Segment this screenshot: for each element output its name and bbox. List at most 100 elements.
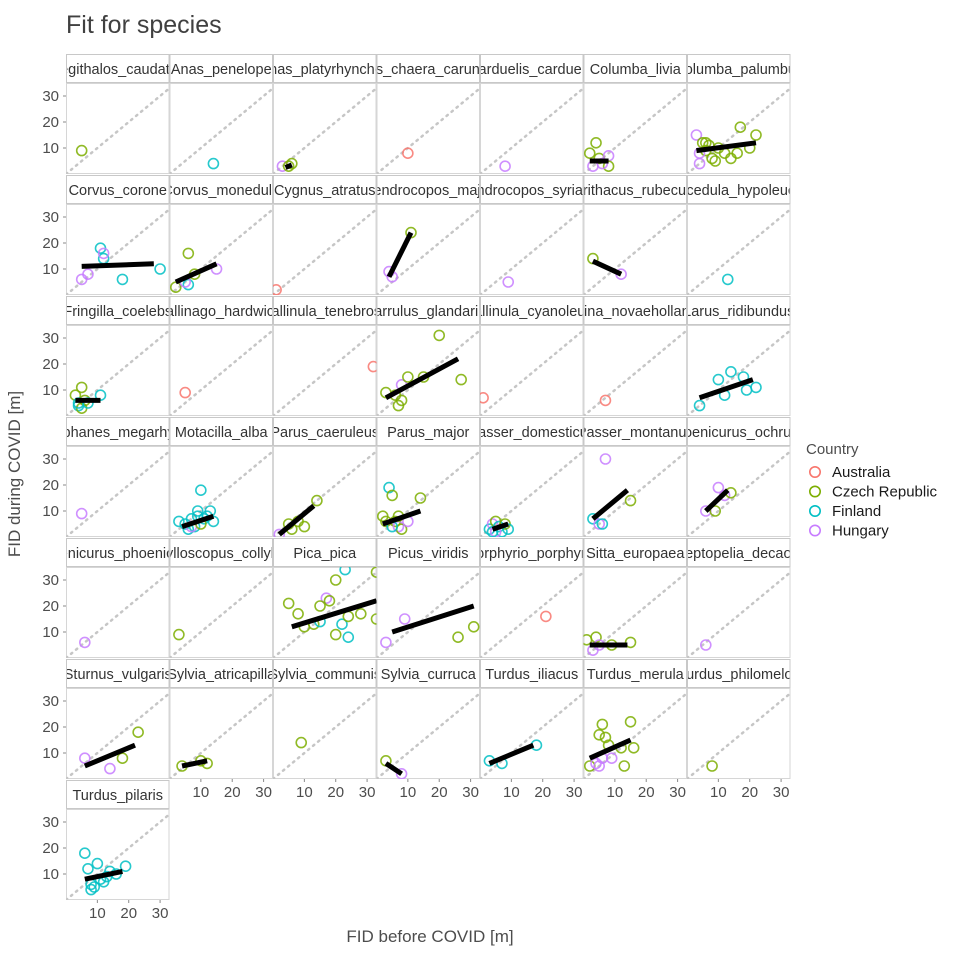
data-point — [97, 247, 110, 260]
facet-panel: Garrulus_glandarius — [376, 296, 480, 416]
facet-strip — [66, 54, 170, 83]
facet-panel: Parus_major — [376, 417, 480, 537]
panel-background — [169, 567, 273, 658]
facet-strip-label: Phylloscopus_collybita — [148, 546, 295, 562]
data-point — [467, 620, 480, 633]
data-point — [605, 752, 618, 765]
reference-line — [480, 449, 584, 537]
reference-line — [273, 328, 377, 416]
facet-panel: Corvus_monedula — [169, 175, 273, 295]
facet-strip — [687, 54, 791, 83]
facet-panel: Aegithalos_caudatus — [66, 54, 170, 174]
y-tick-label: 30 — [42, 88, 59, 105]
x-tick-label: 20 — [741, 784, 758, 801]
reference-line — [273, 691, 377, 779]
facet-panel: Anas_chaera_caruncula — [376, 54, 480, 174]
fit-line — [386, 231, 414, 278]
data-point — [583, 147, 596, 159]
facet-strip-label: Gallinula_tenebrosa — [260, 304, 390, 320]
fit-line — [488, 742, 535, 766]
data-point — [342, 631, 355, 644]
facet-panel: Passer_montanus — [583, 417, 687, 537]
facet-panel: Porphyrio_porphyrio — [480, 538, 584, 658]
facet-panel: Streptopelia_decaocto — [687, 538, 791, 658]
reference-line — [376, 86, 480, 174]
y-tick-label: 20 — [42, 719, 59, 736]
data-point — [179, 386, 191, 399]
facet-strip — [66, 417, 170, 446]
data-point — [596, 718, 609, 731]
reference-line — [66, 812, 170, 900]
data-point — [750, 129, 762, 141]
data-point — [295, 736, 308, 749]
data-point — [82, 862, 94, 875]
facet-strip — [687, 175, 791, 204]
data-point — [273, 284, 282, 295]
reference-line — [480, 691, 584, 779]
facet-panels: Aegithalos_caudatusAnas_penelopeAnas_pla… — [66, 54, 800, 900]
facet-strip-label: Turdus_merula — [587, 667, 685, 683]
facet-panel: Dendrocopos_major — [363, 175, 494, 295]
data-point — [624, 636, 637, 649]
data-point — [433, 329, 446, 342]
facet-panel: Lophophanes_megarhynchos — [66, 417, 170, 537]
reference-line — [687, 328, 791, 416]
data-point — [119, 860, 132, 873]
data-point — [323, 594, 336, 607]
data-point — [706, 152, 718, 165]
facet-panel: Turdus_pilaris — [66, 780, 170, 900]
data-point — [169, 281, 182, 294]
y-tick-label: 20 — [42, 114, 59, 131]
facet-strip — [273, 659, 377, 688]
x-tick-label: 20 — [431, 784, 448, 801]
data-point — [402, 147, 414, 159]
fit-line — [381, 508, 422, 527]
facet-strip-label: Sitta_europaea — [586, 546, 685, 562]
data-point — [709, 155, 722, 167]
facet-strip — [687, 296, 791, 325]
facet-panel: Sylvia_curruca — [376, 659, 480, 779]
data-point — [273, 528, 286, 537]
facet-strip — [66, 175, 170, 204]
fit-line — [291, 598, 377, 630]
data-point — [452, 631, 464, 644]
facet-panel: Parus_caeruleus — [273, 417, 377, 537]
x-tick-label: 30 — [462, 784, 479, 801]
x-tick-label: 10 — [710, 784, 727, 801]
data-point — [386, 489, 398, 502]
legend-label: Hungary — [832, 523, 889, 540]
data-point — [286, 157, 298, 170]
x-tick-label: 30 — [773, 784, 790, 801]
facet-panel: Sylvia_atricapilla — [169, 659, 273, 779]
data-point — [370, 567, 377, 578]
facet-panel: Sylvia_communis — [268, 659, 381, 779]
reference-line — [66, 691, 170, 779]
facet-strip — [376, 659, 480, 688]
facet-strip-label: Dendrocopos_major — [363, 183, 494, 199]
facet-strip-label: Turdus_philomelos — [678, 667, 800, 683]
facet-strip — [376, 54, 480, 83]
panel-background — [687, 567, 791, 658]
reference-line — [480, 328, 584, 416]
facet-panel: Columba_livia — [583, 54, 687, 174]
facet-panel: Sturnus_vulgaris — [66, 659, 170, 779]
facet-panel: Gallinula_tenebrosa — [260, 296, 390, 416]
reference-line — [273, 86, 377, 174]
data-point — [75, 144, 88, 157]
fit-line — [83, 742, 136, 769]
x-tick-label: 10 — [193, 784, 210, 801]
data-point — [298, 520, 311, 533]
reference-line — [687, 570, 791, 658]
y-tick-label: 10 — [42, 261, 59, 278]
x-tick-label: 30 — [566, 784, 583, 801]
data-point — [380, 636, 392, 649]
fit-line — [181, 513, 215, 529]
facet-panel: Corvus_corone — [66, 175, 170, 295]
data-point — [329, 628, 342, 641]
facet-strip — [480, 54, 584, 83]
facet-strip-label: Sylvia_communis — [268, 667, 381, 683]
axes: 10 20 30 10 20 30 10 20 30 10 20 30 10 20 30 10 20 30 10 20… — [42, 88, 789, 922]
legend-key — [808, 504, 821, 517]
data-point — [154, 263, 166, 275]
reference-line — [583, 207, 687, 295]
